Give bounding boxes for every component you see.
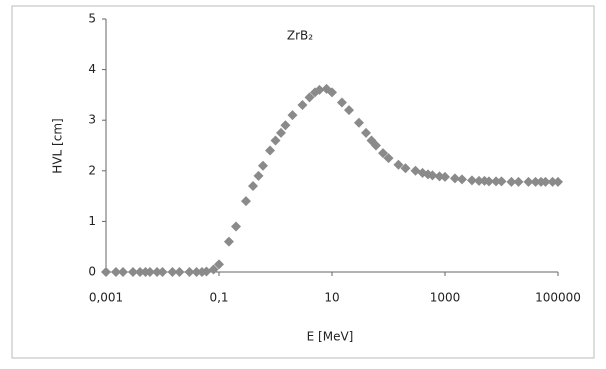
marker — [174, 267, 185, 277]
marker — [466, 175, 477, 186]
marker — [208, 264, 219, 275]
marker — [327, 87, 337, 98]
marker — [523, 176, 534, 187]
marker — [530, 176, 541, 187]
marker — [427, 170, 438, 181]
marker — [265, 145, 276, 156]
marker — [257, 160, 268, 171]
x-tick-label: 1000 — [430, 291, 461, 305]
marker — [157, 267, 168, 277]
marker — [506, 176, 517, 187]
marker — [370, 140, 381, 151]
marker — [240, 196, 251, 207]
marker — [553, 176, 563, 187]
x-tick-label: 10 — [324, 291, 339, 305]
marker — [378, 148, 389, 159]
marker — [248, 180, 259, 191]
x-axis-label: E [MeV] — [307, 330, 354, 344]
marker — [540, 176, 551, 187]
marker — [491, 176, 502, 187]
y-tick-label: 4 — [88, 62, 96, 76]
marker — [474, 175, 485, 186]
marker — [270, 135, 281, 146]
marker — [314, 84, 325, 95]
marker — [513, 176, 524, 187]
y-tick-label: 1 — [88, 214, 96, 228]
marker — [152, 267, 163, 277]
chart-title: ZrB₂ — [287, 29, 313, 43]
marker — [144, 267, 155, 277]
y-tick-label: 0 — [88, 265, 96, 279]
marker — [110, 267, 121, 277]
x-tick-label: 0,001 — [89, 291, 123, 305]
y-axis-label: HVL [cm] — [51, 118, 65, 173]
marker — [101, 267, 111, 277]
marker — [280, 120, 291, 131]
marker — [297, 100, 308, 111]
y-tick-label: 5 — [88, 12, 96, 26]
marker — [393, 159, 404, 170]
marker — [449, 173, 460, 184]
y-tick-label: 2 — [88, 163, 96, 177]
marker — [496, 176, 507, 187]
marker — [457, 174, 468, 185]
marker — [223, 236, 234, 247]
marker — [547, 176, 558, 187]
marker — [127, 267, 138, 277]
marker — [361, 127, 372, 138]
marker — [118, 267, 129, 277]
marker — [167, 267, 178, 277]
marker — [287, 110, 298, 121]
marker — [440, 171, 450, 182]
marker — [135, 267, 146, 277]
marker — [253, 170, 264, 181]
marker — [191, 267, 202, 277]
x-tick-label: 100000 — [535, 291, 581, 305]
marker — [304, 92, 315, 103]
x-tick-label: 0,1 — [209, 291, 228, 305]
marker — [275, 127, 286, 138]
marker — [201, 266, 212, 277]
marker — [344, 105, 355, 116]
marker — [410, 165, 421, 176]
chart-frame — [11, 5, 595, 359]
marker — [483, 176, 494, 187]
marker — [231, 221, 242, 232]
marker — [383, 153, 394, 164]
marker — [184, 267, 195, 277]
y-tick-label: 3 — [88, 113, 96, 127]
marker — [353, 117, 364, 128]
marker — [214, 259, 224, 270]
marker — [400, 163, 411, 174]
marker — [336, 97, 347, 108]
